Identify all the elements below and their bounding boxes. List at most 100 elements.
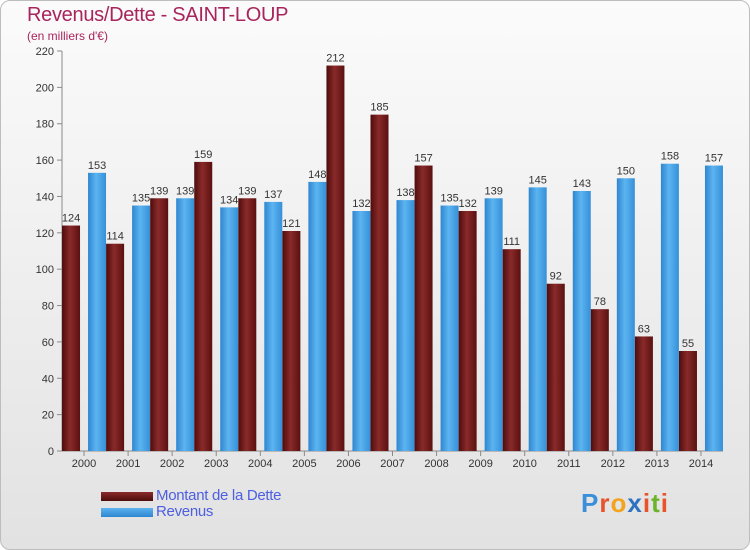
y-tick-label: 200	[36, 82, 54, 94]
bar-debt	[326, 65, 345, 451]
bar-debt	[678, 351, 697, 451]
x-tick-label: 2014	[689, 458, 713, 470]
x-tick-label: 2010	[512, 458, 536, 470]
bar-revenue	[132, 205, 151, 451]
bar-revenue	[572, 191, 591, 451]
bar-debt	[370, 114, 389, 452]
logo-letter: i	[642, 488, 652, 518]
bar-revenue	[352, 211, 371, 451]
y-tick-label: 160	[36, 155, 54, 167]
data-label-debt: 121	[282, 218, 300, 230]
data-label-debt: 124	[62, 213, 80, 225]
bar-revenue	[176, 198, 195, 451]
x-tick-label: 2003	[204, 458, 228, 470]
y-tick-label: 140	[36, 191, 54, 203]
data-label-debt: 92	[550, 271, 562, 283]
data-label-revenue: 145	[529, 174, 547, 186]
bar-revenue	[88, 172, 107, 451]
data-label-revenue: 132	[352, 198, 370, 210]
data-label-debt: 114	[106, 231, 124, 243]
data-label-revenue: 139	[484, 185, 502, 197]
bar-revenue	[264, 201, 283, 451]
bar-debt	[62, 225, 81, 451]
bar-debt	[546, 283, 565, 451]
x-tick-label: 2011	[557, 458, 581, 470]
x-tick-label: 2001	[116, 458, 140, 470]
bar-revenue	[440, 205, 459, 451]
y-tick-label: 80	[42, 301, 54, 313]
logo-letter: t	[651, 488, 661, 518]
data-label-debt: 159	[194, 149, 212, 161]
data-label-debt: 139	[238, 185, 256, 197]
bar-revenue	[220, 207, 239, 451]
data-label-debt: 157	[414, 153, 432, 165]
chart-subtitle: (en milliers d'€)	[27, 29, 108, 43]
y-tick-label: 60	[42, 337, 54, 349]
x-tick-label: 2004	[248, 458, 272, 470]
data-label-debt: 139	[150, 185, 168, 197]
x-tick-label: 2000	[72, 458, 96, 470]
data-label-revenue: 158	[661, 151, 679, 163]
data-label-revenue: 143	[573, 178, 591, 190]
legend-label-revenue: Revenus	[156, 503, 214, 520]
bar-debt	[634, 336, 653, 451]
data-label-debt: 111	[503, 236, 520, 248]
bar-revenue	[308, 181, 327, 451]
legend-swatch-debt	[101, 492, 153, 501]
data-label-debt: 63	[638, 323, 650, 335]
bar-revenue	[616, 178, 635, 452]
data-label-debt: 55	[682, 338, 694, 350]
chart-title: Revenus/Dette - SAINT-LOUP	[27, 4, 289, 26]
y-tick-label: 100	[36, 264, 54, 276]
bar-debt	[150, 198, 169, 451]
proxiti-logo: Proxiti	[581, 488, 669, 519]
x-tick-label: 2005	[292, 458, 316, 470]
x-tick-label: 2008	[424, 458, 448, 470]
y-tick-label: 0	[48, 446, 54, 458]
x-tick-label: 2009	[468, 458, 492, 470]
x-tick-label: 2002	[160, 458, 184, 470]
data-label-revenue: 137	[264, 189, 282, 201]
bar-revenue	[660, 163, 679, 451]
bar-revenue	[484, 198, 503, 451]
y-tick-label: 120	[36, 228, 54, 240]
logo-letter: r	[599, 488, 611, 518]
logo-letter: o	[610, 488, 628, 518]
data-label-revenue: 150	[617, 165, 635, 177]
legend-label-debt: Montant de la Dette	[156, 487, 282, 504]
data-label-debt: 132	[458, 198, 476, 210]
bar-revenue	[396, 200, 415, 451]
bar-debt	[194, 161, 213, 451]
data-label-revenue: 135	[440, 193, 458, 205]
logo-letter: x	[627, 488, 643, 518]
x-tick-label: 2012	[601, 458, 625, 470]
bar-revenue	[704, 165, 723, 451]
bar-debt	[414, 165, 433, 451]
data-label-revenue: 157	[705, 153, 723, 165]
logo-letter: P	[581, 488, 600, 518]
bar-debt	[106, 243, 125, 451]
data-label-debt: 78	[594, 296, 606, 308]
data-label-debt: 212	[326, 53, 344, 65]
x-tick-label: 2013	[645, 458, 669, 470]
data-label-revenue: 139	[176, 185, 194, 197]
bar-debt	[458, 211, 477, 451]
y-tick-label: 20	[42, 410, 54, 422]
x-tick-label: 2007	[380, 458, 404, 470]
logo-letter: i	[660, 488, 669, 518]
bar-debt	[282, 231, 301, 451]
data-label-revenue: 138	[396, 187, 414, 199]
bar-debt	[590, 309, 609, 451]
data-label-revenue: 134	[220, 194, 238, 206]
data-label-revenue: 153	[88, 160, 106, 172]
legend-swatch-revenue	[101, 508, 153, 517]
bar-debt	[502, 249, 521, 451]
data-label-debt: 185	[370, 102, 388, 114]
y-tick-label: 180	[36, 119, 54, 131]
data-label-revenue: 148	[308, 169, 326, 181]
y-tick-label: 40	[42, 373, 54, 385]
x-tick-label: 2006	[336, 458, 360, 470]
y-tick-label: 220	[36, 46, 54, 58]
